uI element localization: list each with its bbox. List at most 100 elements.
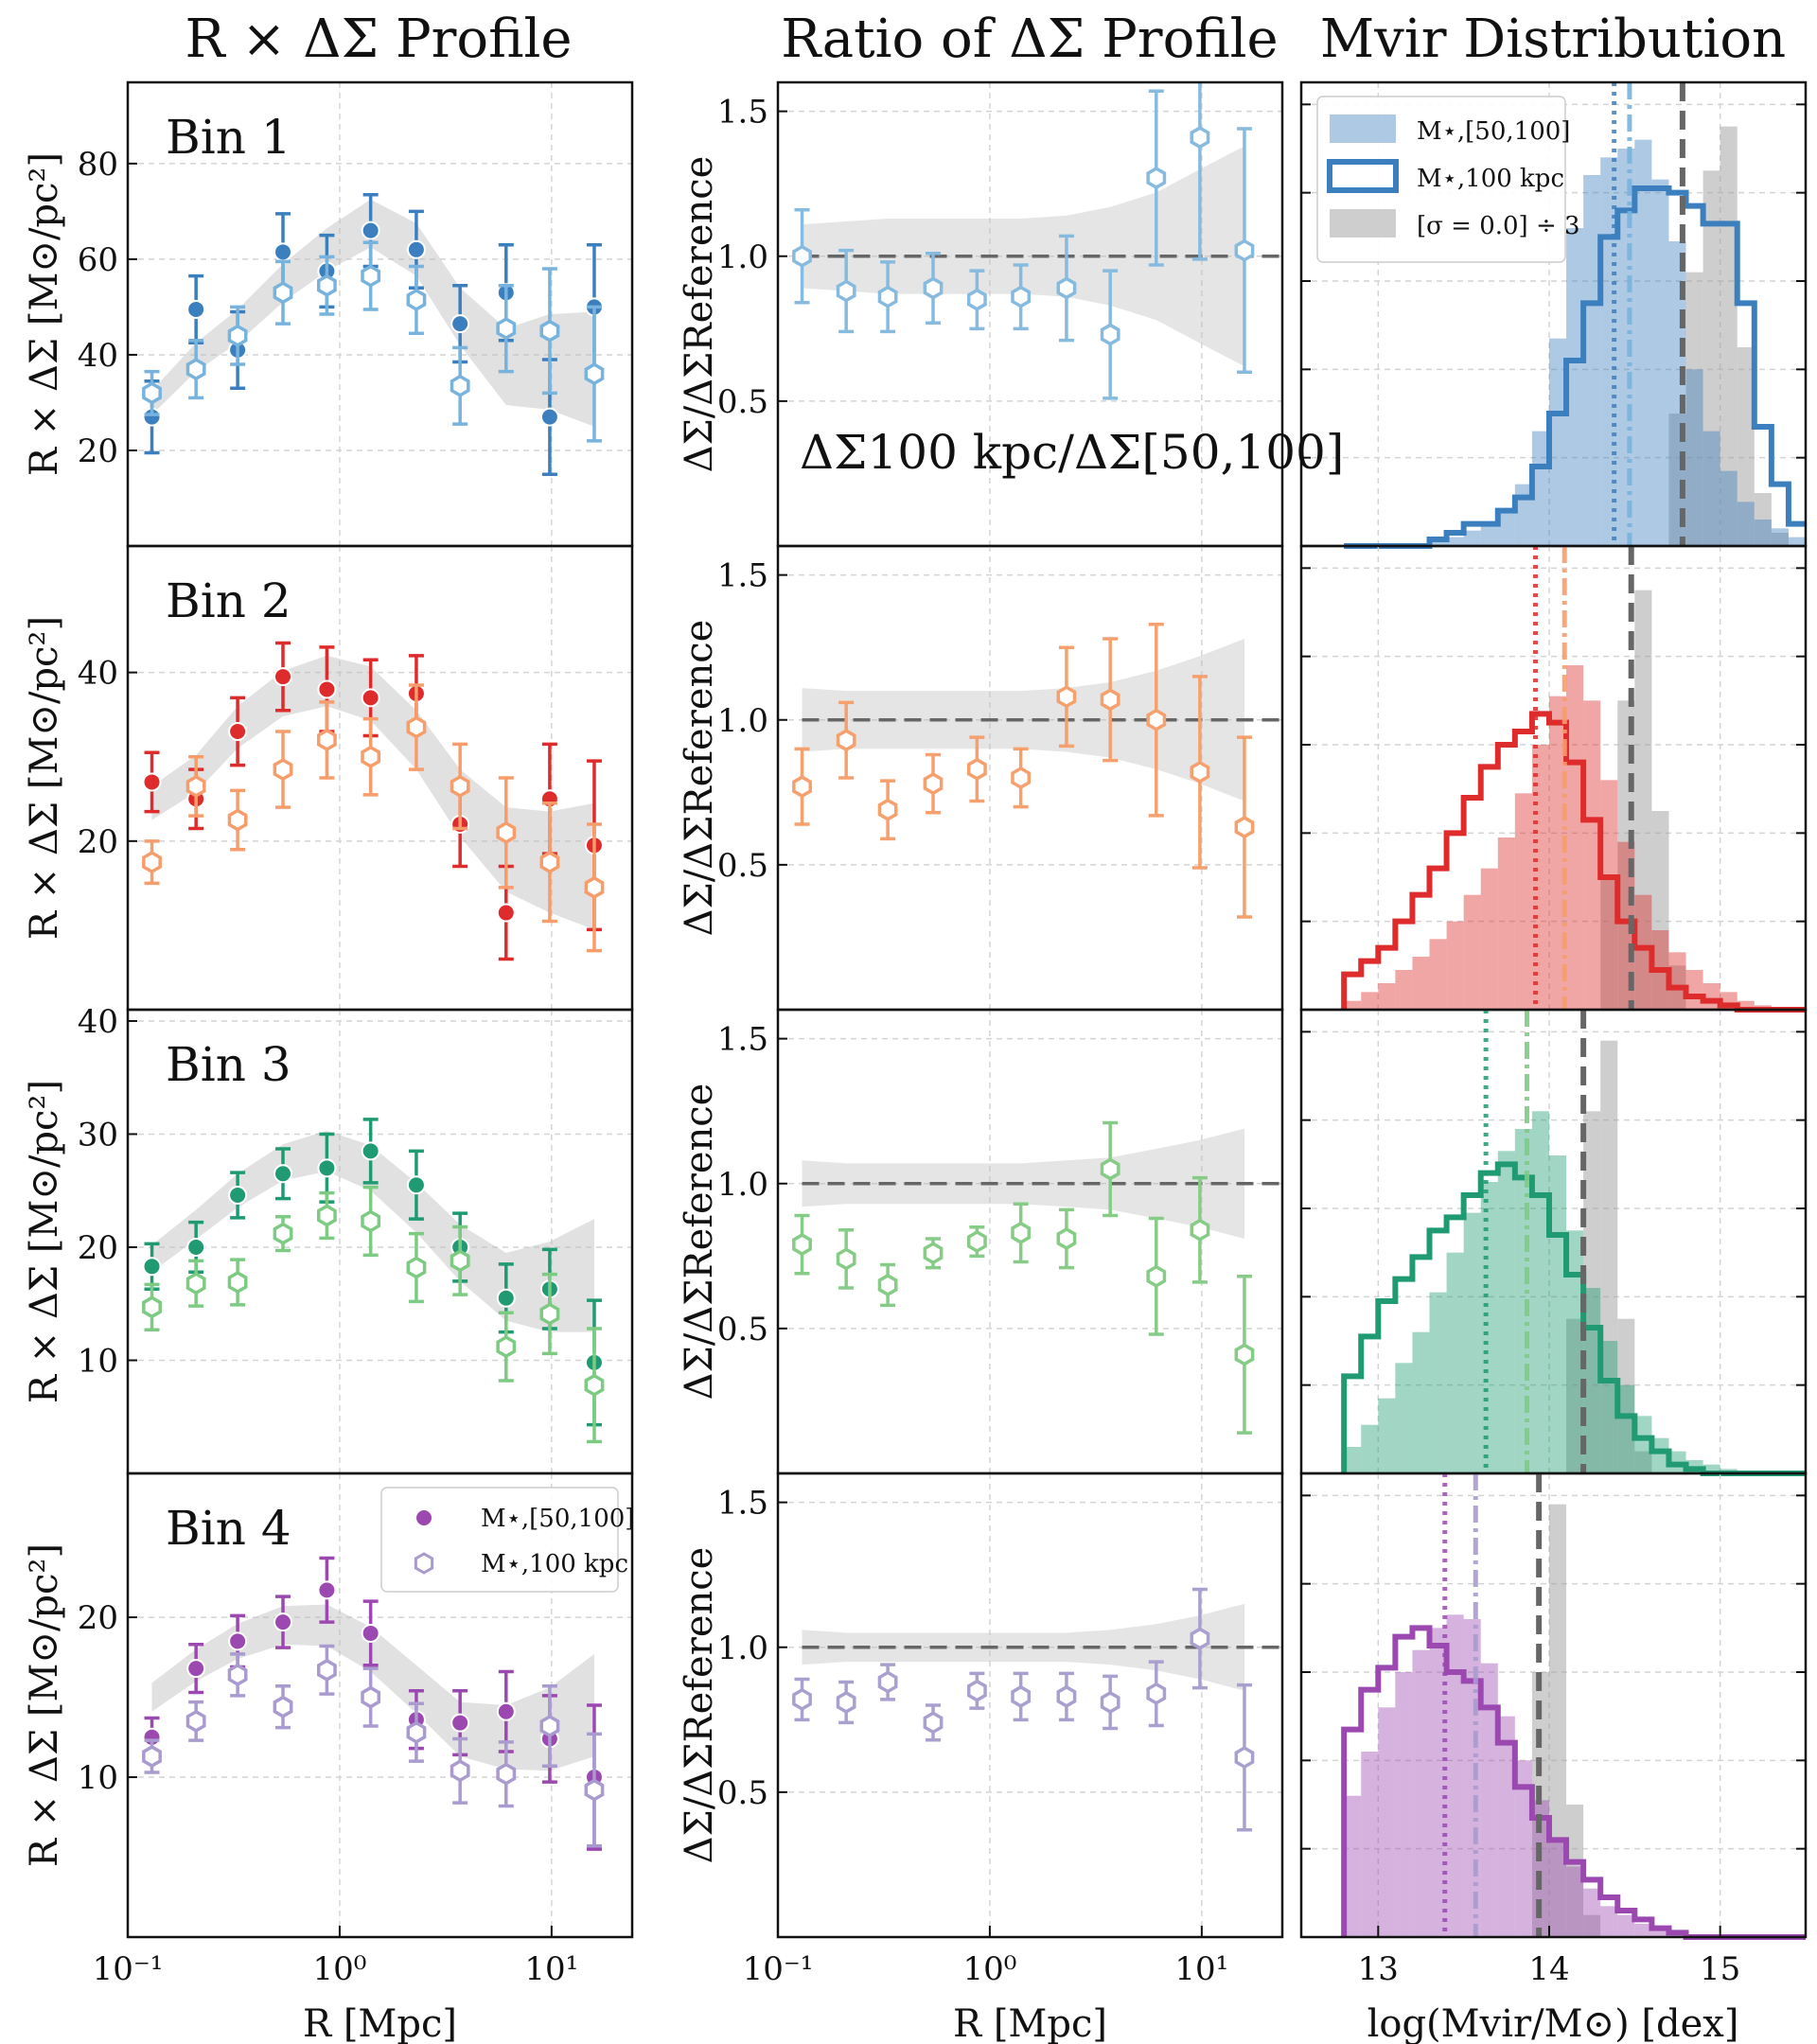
hist-bar-filled	[1600, 780, 1618, 1010]
bin-label: Bin 3	[166, 1037, 291, 1092]
hist-bar-filled	[1634, 1416, 1652, 1473]
y-axis-label: ΔΣ/ΔΣReference	[678, 1547, 721, 1864]
y-axis-label: R × ΔΣ [M⊙/pc²]	[23, 1080, 66, 1403]
ratio-point	[1011, 1221, 1032, 1244]
y-tick-label: 80	[78, 146, 118, 184]
hist-bar-filled	[1446, 921, 1464, 1010]
y-axis-label: R × ΔΣ [M⊙/pc²]	[23, 616, 66, 940]
y-tick-label: 0.5	[717, 1311, 768, 1348]
hist-bar-gray	[1634, 1451, 1652, 1473]
bin-label: Bin 4	[166, 1501, 291, 1556]
data-point-filled	[273, 667, 293, 687]
hist-bar-filled	[1617, 1384, 1635, 1473]
y-axis-label: ΔΣ/ΔΣReference	[678, 156, 721, 473]
hist-bar-filled	[1429, 939, 1447, 1010]
y-axis-label: ΔΣ/ΔΣReference	[678, 1084, 721, 1401]
x-tick-label: 14	[1528, 1950, 1569, 1988]
hist-bar-filled	[1463, 894, 1481, 1010]
hist-bar-filled	[1668, 952, 1686, 1010]
hist-bar-filled	[1344, 1447, 1362, 1473]
legend-marker-open	[414, 1552, 434, 1575]
hist-bar-gray	[1600, 877, 1618, 1010]
x-tick-label: 10¹	[524, 1950, 578, 1988]
hist-bar-filled	[1514, 1760, 1532, 1937]
legend-box	[380, 1487, 619, 1593]
hist-bar-filled	[1480, 1663, 1498, 1937]
data-point-open	[361, 1209, 381, 1233]
data-point-open	[496, 317, 517, 341]
ratio-point	[1056, 276, 1077, 300]
ratio-point	[1146, 167, 1167, 190]
profile-legend: M⋆,[50,100] M⋆,100 kpc	[380, 1487, 634, 1593]
title-profile: R × ΔΣ Profile	[185, 9, 572, 70]
hist-bar-filled	[1754, 520, 1772, 546]
hist-bar-gray	[1617, 1318, 1635, 1473]
hist-bar-filled	[1531, 1111, 1549, 1473]
hist-bar-filled	[1548, 1840, 1567, 1937]
hist-bar-gray	[1600, 1040, 1618, 1473]
data-point-filled	[361, 1623, 380, 1643]
y-tick-label: 0.5	[717, 847, 768, 885]
hist-bar-filled	[1788, 537, 1806, 546]
hist-bar-filled	[1446, 1252, 1464, 1473]
data-point-filled	[361, 688, 380, 708]
hist-step-open	[1341, 1625, 1806, 1940]
data-point-open	[273, 1695, 293, 1718]
hist-bar-filled	[1651, 1928, 1669, 1937]
y-tick-label: 1.0	[717, 238, 768, 276]
hist-bar-filled	[1737, 502, 1755, 546]
ratio-point	[923, 1711, 944, 1735]
data-point-open	[227, 1663, 248, 1686]
x-tick-label: 10¹	[1174, 1950, 1228, 1988]
model-band	[151, 1604, 594, 1771]
bin-label: Bin 1	[166, 110, 291, 165]
y-tick-label: 1.0	[717, 702, 768, 740]
data-point-filled	[273, 242, 293, 262]
hist-bar-filled	[1412, 957, 1430, 1010]
legend-label: [σ = 0.0] ÷ 3	[1417, 212, 1580, 240]
ratio-point	[792, 1687, 812, 1711]
hist-bar-filled	[1361, 1752, 1379, 1937]
data-point-open	[584, 362, 605, 386]
ratio-point	[966, 1679, 987, 1702]
ratio-point	[1234, 1343, 1255, 1366]
hist-bar-filled	[1702, 431, 1720, 546]
hist-bar-filled	[1566, 665, 1584, 1010]
hist-bar-filled	[1361, 992, 1379, 1010]
hist-bar-filled	[1378, 983, 1396, 1010]
data-point-filled	[142, 1257, 162, 1277]
ratio-point	[1011, 1684, 1032, 1708]
ratio-panel: 0.5 1.0 1.5 ΔΣ/ΔΣReference	[678, 1008, 1284, 1475]
hist-bar-filled	[1634, 1924, 1652, 1937]
hist-bar-filled	[1566, 1230, 1584, 1473]
ratio-point	[1146, 708, 1167, 731]
hist-bar-filled	[1720, 470, 1738, 546]
data-point-open	[496, 1762, 517, 1786]
ratio-point	[1056, 1684, 1077, 1708]
hist-bar-gray	[1685, 272, 1703, 546]
data-point-open	[273, 281, 293, 305]
legend-label: M⋆,[50,100]	[481, 1505, 634, 1533]
hist-step-open	[1341, 1161, 1806, 1476]
x-tick-label: 10⁻¹	[743, 1950, 814, 1988]
hist-bar-gray	[1566, 1805, 1584, 1937]
data-point-filled	[317, 1158, 337, 1178]
data-point-filled	[228, 1631, 248, 1651]
ratio-point	[923, 772, 944, 796]
hist-bar-filled	[1480, 1182, 1498, 1473]
y-tick-label: 40	[78, 655, 118, 693]
ratio-point	[966, 757, 987, 781]
x-tick-label: 15	[1700, 1950, 1740, 1988]
ratio-point	[792, 244, 812, 268]
legend-label: M⋆,[50,100]	[1417, 117, 1570, 146]
ratio-point	[877, 798, 898, 821]
data-point-filled	[450, 314, 470, 334]
data-point-open	[450, 1249, 470, 1273]
legend-swatch-gray	[1330, 209, 1396, 238]
ratio-point	[923, 276, 944, 300]
ratio-point	[1190, 1627, 1210, 1650]
data-point-open	[361, 745, 381, 768]
ratio-point	[1234, 816, 1255, 839]
y-tick-label: 60	[78, 241, 118, 279]
data-point-filled	[228, 1186, 248, 1205]
